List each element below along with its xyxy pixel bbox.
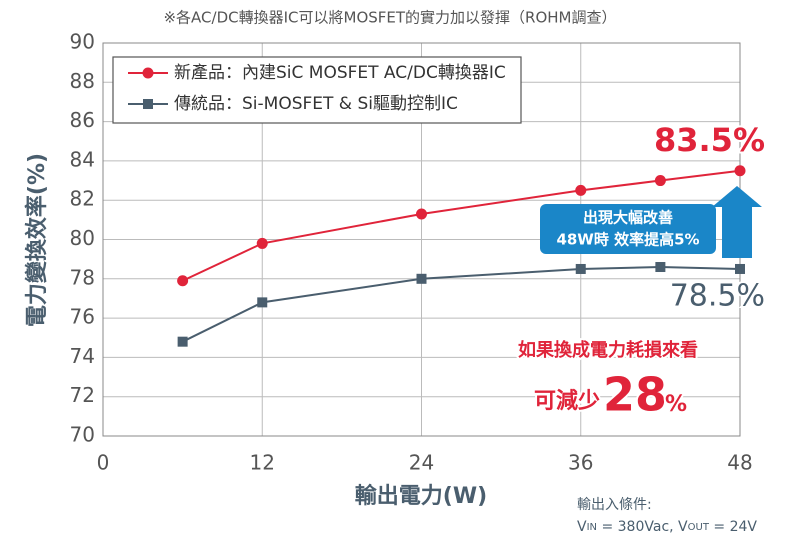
annotation: 78.5% xyxy=(670,279,765,314)
point xyxy=(416,208,427,220)
legend-box xyxy=(112,56,522,124)
point xyxy=(177,336,188,347)
series-line xyxy=(182,266,741,343)
x-axis-label: 輸出電力(W) xyxy=(355,483,487,509)
annotation: 28 xyxy=(603,368,667,422)
legend-marker xyxy=(142,67,154,79)
y-tick-label: 86 xyxy=(70,108,95,132)
point xyxy=(177,275,189,287)
annotation: 出現大幅改善 xyxy=(583,209,673,227)
y-axis-label: 電力變換效率(%) xyxy=(24,153,50,327)
point xyxy=(256,237,268,249)
point xyxy=(575,184,587,196)
conditions-label: 輸出入條件: xyxy=(577,497,652,513)
legend-label: 傳統品：Si-MOSFET & Si驅動控制IC xyxy=(174,94,458,114)
annotation: % xyxy=(665,392,687,417)
point xyxy=(655,262,666,273)
y-tick-label: 72 xyxy=(70,383,95,407)
y-tick-label: 80 xyxy=(70,226,95,250)
series-line xyxy=(182,169,741,282)
y-tick-label: 78 xyxy=(70,265,95,289)
y-tick-label: 70 xyxy=(70,423,95,447)
x-tick-label: 12 xyxy=(250,451,275,475)
y-tick-label: 82 xyxy=(70,187,95,211)
y-tick-label: 90 xyxy=(70,30,95,54)
x-tick-label: 48 xyxy=(727,451,752,475)
x-tick-label: 0 xyxy=(97,451,110,475)
annotation: 可減少 xyxy=(534,389,600,414)
arrow xyxy=(712,186,762,258)
x-tick-label: 24 xyxy=(409,451,434,475)
chart-title: ※各AC/DC轉換器IC可以將MOSFET的實力加以發揮（ROHM調查） xyxy=(163,9,616,27)
annotation: 如果換成電力耗損來看 xyxy=(518,339,698,361)
legend-label: 新產品：內建SiC MOSFET AC/DC轉換器IC xyxy=(174,63,506,83)
conditions: VIN = 380Vac, VOUT = 24V xyxy=(577,519,757,535)
point xyxy=(654,175,666,187)
y-tick-label: 76 xyxy=(70,305,95,329)
improve-box xyxy=(540,204,716,254)
point xyxy=(575,263,586,274)
legend-marker xyxy=(143,99,153,109)
point xyxy=(257,297,268,308)
y-tick-label: 74 xyxy=(70,344,95,368)
point xyxy=(416,273,427,284)
annotation: 48W時 效率提高5% xyxy=(556,231,699,249)
annotation: 83.5% xyxy=(654,121,765,159)
y-tick-label: 84 xyxy=(70,147,95,171)
point xyxy=(734,165,746,177)
point xyxy=(735,263,745,274)
x-tick-label: 36 xyxy=(568,451,593,475)
y-tick-label: 88 xyxy=(70,69,95,93)
